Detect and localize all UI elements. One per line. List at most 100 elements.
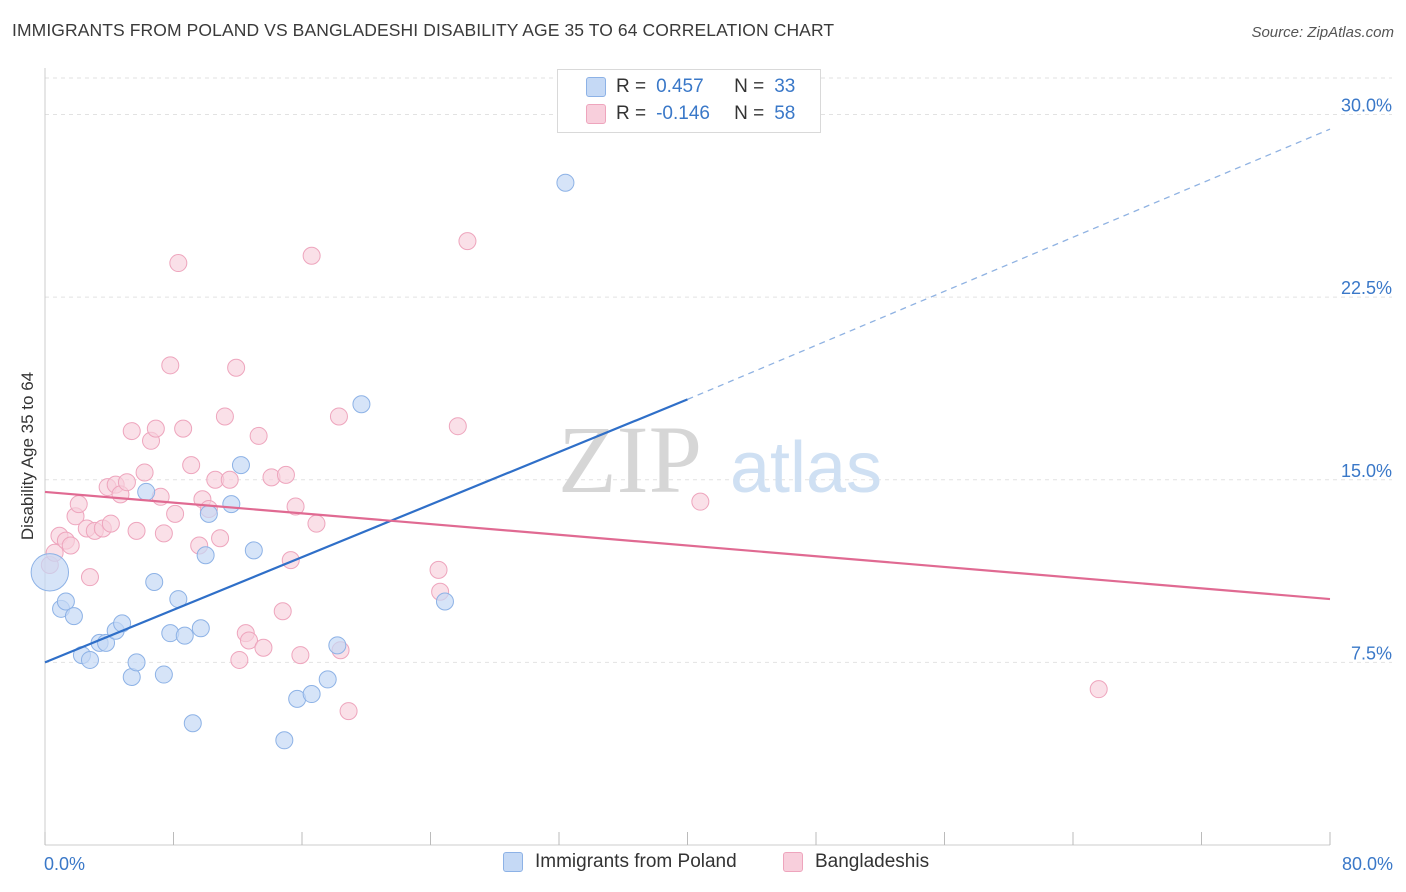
- grid-lines: [45, 77, 1392, 663]
- legend-r-label: R =: [616, 76, 647, 97]
- poland-point: [435, 592, 454, 611]
- bangladeshis-point: [302, 246, 321, 265]
- series-poland-points: [30, 173, 575, 750]
- y-tick-label: 22.5%: [1341, 278, 1392, 298]
- x-tick-label: 0.0%: [44, 854, 85, 874]
- poland-point: [145, 573, 164, 592]
- chart-title: IMMIGRANTS FROM POLAND VS BANGLADESHI DI…: [12, 20, 835, 40]
- y-tick-label: 15.0%: [1341, 461, 1392, 481]
- bangladeshis-point: [69, 495, 88, 514]
- bangladeshis-point: [182, 456, 201, 475]
- bangladeshis-point: [227, 358, 246, 377]
- poland-point: [30, 553, 70, 592]
- bangladeshis-point: [230, 650, 249, 669]
- poland-point: [56, 592, 75, 611]
- legend-item-bangladeshis: Bangladeshis: [783, 851, 929, 873]
- poland-point: [275, 731, 294, 750]
- bangladeshis-point: [239, 631, 258, 650]
- bangladeshis-point: [161, 356, 180, 375]
- poland-point: [191, 619, 210, 638]
- legend-swatch-bangladeshis: [783, 852, 803, 872]
- watermark-atlas: atlas: [730, 428, 882, 508]
- legend-n-value: 58: [774, 103, 796, 124]
- bangladeshis-point: [61, 536, 80, 555]
- bangladeshis-point: [339, 702, 358, 721]
- bangladeshis-point: [174, 419, 193, 438]
- poland-point: [352, 395, 371, 414]
- legend-swatch-poland: [586, 77, 606, 97]
- bangladeshis-point: [254, 638, 273, 657]
- bangladeshis-point: [211, 529, 230, 548]
- axes: [44, 68, 1331, 846]
- bangladeshis-point: [101, 514, 120, 533]
- poland-point: [80, 650, 99, 669]
- y-axis-label: Disability Age 35 to 64: [18, 371, 37, 541]
- poland-point: [244, 541, 263, 560]
- legend-n-label: N =: [734, 76, 765, 97]
- poland-point: [127, 653, 146, 672]
- bangladeshis-point: [127, 521, 146, 540]
- poland-point: [199, 504, 218, 523]
- poland-point: [231, 456, 250, 475]
- bangladeshis-point: [429, 560, 448, 579]
- source-label: Source: ZipAtlas.com: [1251, 24, 1394, 41]
- poland-trend-extension: [687, 128, 1331, 401]
- legend-r-value: 0.457: [656, 76, 704, 97]
- bangladeshis-point: [273, 602, 292, 621]
- legend-label-bangladeshis: Bangladeshis: [815, 851, 930, 872]
- poland-point: [183, 714, 202, 733]
- poland-point: [318, 670, 337, 689]
- bangladeshis-point: [117, 473, 136, 492]
- bangladeshis-point: [122, 422, 141, 441]
- correlation-legend: R = 0.457 N = 33 R = -0.146 N = 58: [557, 69, 821, 133]
- legend-n-value: 33: [774, 76, 796, 97]
- legend-swatch-poland: [503, 852, 523, 872]
- poland-point: [196, 546, 215, 565]
- legend-row-poland: R = 0.457 N = 33: [558, 73, 795, 101]
- bangladeshis-point: [291, 646, 310, 665]
- legend-swatch-bangladeshis: [586, 104, 606, 124]
- bangladeshis-point: [146, 419, 165, 438]
- bangladeshis-point: [249, 426, 268, 445]
- legend-n-label: N =: [734, 103, 765, 124]
- bangladeshis-point: [1089, 680, 1108, 699]
- legend-label-poland: Immigrants from Poland: [535, 851, 737, 872]
- bangladeshis-point: [276, 465, 295, 484]
- x-tick-label: 80.0%: [1342, 854, 1393, 874]
- poland-trend-line: [44, 398, 688, 664]
- bangladeshis-point: [286, 497, 305, 516]
- bangladeshis-point: [458, 232, 477, 251]
- bangladeshis-point: [166, 504, 185, 523]
- trend-lines: [44, 128, 1331, 664]
- poland-point: [328, 636, 347, 655]
- poland-point: [222, 495, 241, 514]
- series-legend: Immigrants from Poland Bangladeshis: [0, 851, 1406, 879]
- poland-point: [556, 173, 575, 192]
- tick-labels: 7.5% 15.0% 22.5% 30.0% 0.0% 80.0%: [44, 96, 1393, 874]
- legend-r-value: -0.146: [656, 103, 710, 124]
- bangladeshis-point: [169, 254, 188, 273]
- poland-point: [137, 482, 156, 501]
- bangladeshis-point: [307, 514, 326, 533]
- bangladeshis-point: [154, 524, 173, 543]
- legend-r-label: R =: [616, 103, 647, 124]
- legend-item-poland: Immigrants from Poland: [503, 851, 737, 873]
- bangladeshis-point: [215, 407, 234, 426]
- bangladeshis-point: [80, 568, 99, 587]
- watermark: ZIP atlas: [558, 406, 882, 513]
- bangladeshis-point: [135, 463, 154, 482]
- bangladeshis-point: [691, 492, 710, 511]
- poland-point: [175, 626, 194, 645]
- bangladeshis-point: [329, 407, 348, 426]
- poland-point: [64, 607, 83, 626]
- poland-point: [154, 665, 173, 684]
- bangladeshis-point: [220, 470, 239, 489]
- poland-point: [302, 685, 321, 704]
- bangladeshis-point: [448, 417, 467, 436]
- legend-row-bangladeshis: R = -0.146 N = 58: [558, 100, 795, 128]
- bangladeshis-trend-line: [44, 490, 1331, 601]
- y-tick-label: 30.0%: [1341, 96, 1392, 116]
- series-bangladeshis-points: [40, 232, 1108, 721]
- y-tick-label: 7.5%: [1351, 643, 1392, 663]
